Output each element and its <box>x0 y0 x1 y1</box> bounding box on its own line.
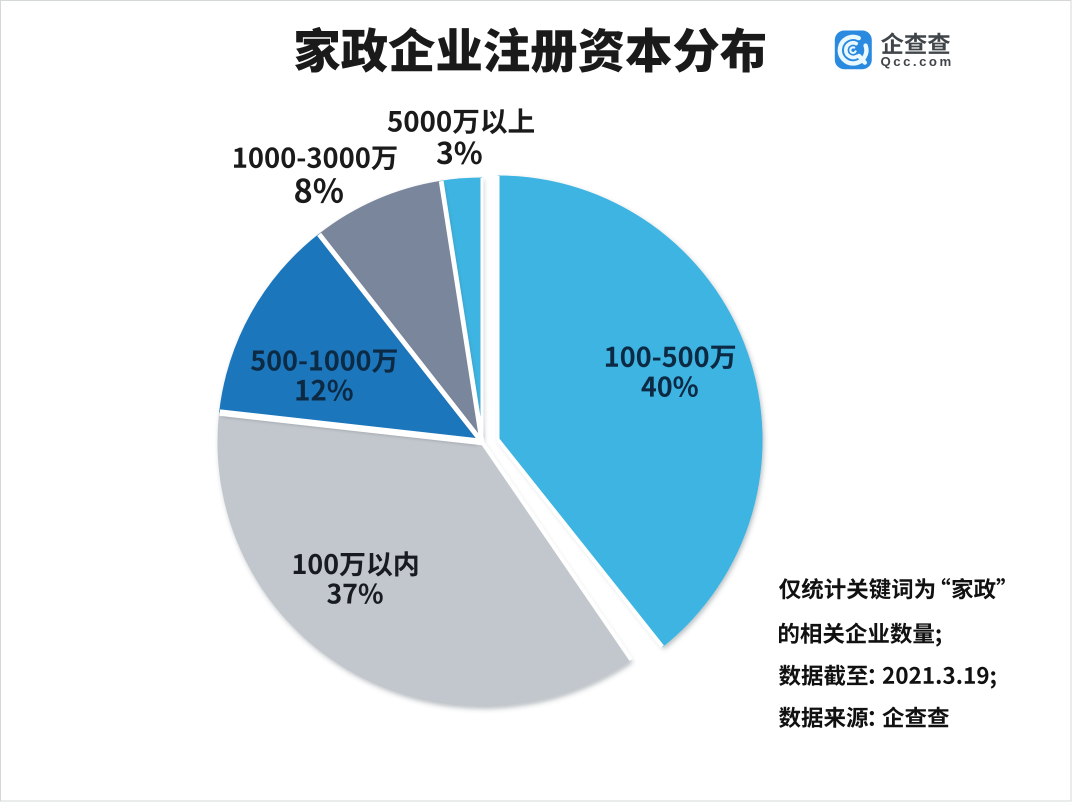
svg-text:Qcc.com: Qcc.com <box>881 54 954 69</box>
